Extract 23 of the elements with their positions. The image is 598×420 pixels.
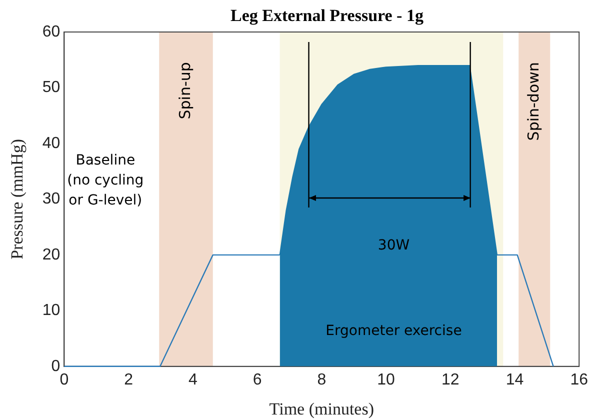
x-tick-label: 6 bbox=[252, 371, 262, 388]
annotation: Ergometer exercise bbox=[326, 322, 462, 339]
y-tick-label: 60 bbox=[42, 23, 60, 40]
y-tick-label: 0 bbox=[51, 358, 60, 375]
x-axis-title: Time (minutes) bbox=[269, 399, 374, 418]
band-label: Spin-up bbox=[176, 62, 194, 120]
x-tick-label: 10 bbox=[377, 371, 396, 388]
y-tick-label: 30 bbox=[42, 190, 60, 208]
y-axis-title: Pressure (mmHg) bbox=[8, 138, 27, 260]
chart-title: Leg External Pressure - 1g bbox=[230, 6, 424, 26]
y-tick-label: 20 bbox=[42, 246, 60, 264]
x-tick-label: 12 bbox=[441, 371, 460, 388]
y-tick-label: 10 bbox=[42, 302, 60, 320]
annotation: Baseline (no cycling or G-level) bbox=[67, 152, 144, 208]
x-tick-label: 4 bbox=[188, 371, 198, 388]
annotation: 30W bbox=[378, 238, 410, 254]
band-label: Spin-down bbox=[524, 62, 542, 141]
x-tick-label: 2 bbox=[124, 371, 134, 388]
x-tick-label: 14 bbox=[506, 371, 524, 388]
y-tick-label: 50 bbox=[42, 79, 60, 96]
y-tick-label: 40 bbox=[42, 134, 60, 152]
x-tick-label: 8 bbox=[317, 371, 326, 388]
x-tick-label: 16 bbox=[570, 371, 588, 388]
